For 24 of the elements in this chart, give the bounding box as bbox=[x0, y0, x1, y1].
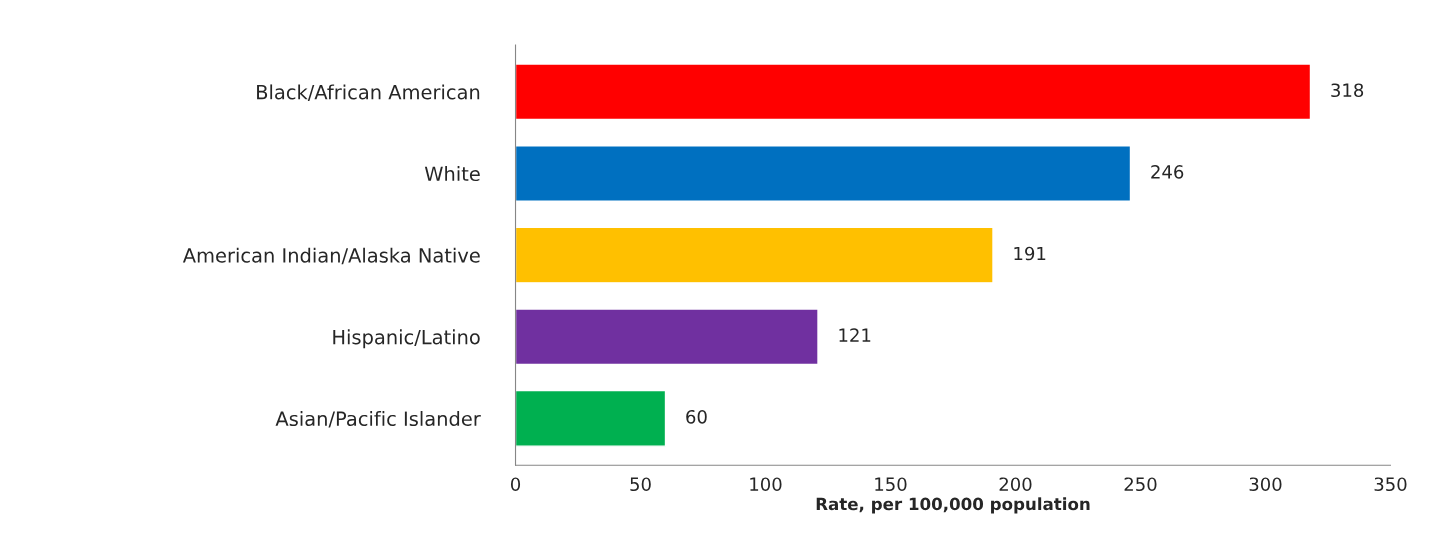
bar bbox=[515, 63, 1312, 121]
bar bbox=[515, 308, 819, 366]
data-label: 246 bbox=[1151, 165, 1184, 179]
bar bbox=[515, 389, 667, 447]
data-label: 191 bbox=[1014, 246, 1046, 261]
bar bbox=[515, 226, 994, 284]
x-tick-label: 300 bbox=[1249, 477, 1282, 492]
x-tick-label: 250 bbox=[1124, 477, 1157, 492]
y-tick-label: American Indian/Alaska Native bbox=[182, 247, 480, 265]
x-tick-label: 50 bbox=[630, 477, 651, 492]
x-tick-label: 100 bbox=[750, 477, 782, 492]
y-tick-label: Black/African American bbox=[257, 84, 480, 101]
y-tick-label: Asian/Pacific Islander bbox=[275, 411, 481, 428]
x-tick-label: 350 bbox=[1374, 477, 1407, 492]
data-label: 121 bbox=[839, 328, 871, 342]
y-tick-label: White bbox=[424, 166, 480, 182]
x-tick-label: 0 bbox=[510, 477, 521, 492]
bar bbox=[515, 144, 1132, 202]
x-axis-title: Rate, per 100,000 population bbox=[816, 497, 1090, 514]
x-tick-label: 150 bbox=[875, 477, 907, 492]
x-tick-label: 200 bbox=[999, 477, 1032, 492]
y-tick-label: Hispanic/Latino bbox=[333, 329, 480, 349]
data-label: 318 bbox=[1331, 83, 1364, 98]
data-label: 60 bbox=[686, 409, 707, 424]
